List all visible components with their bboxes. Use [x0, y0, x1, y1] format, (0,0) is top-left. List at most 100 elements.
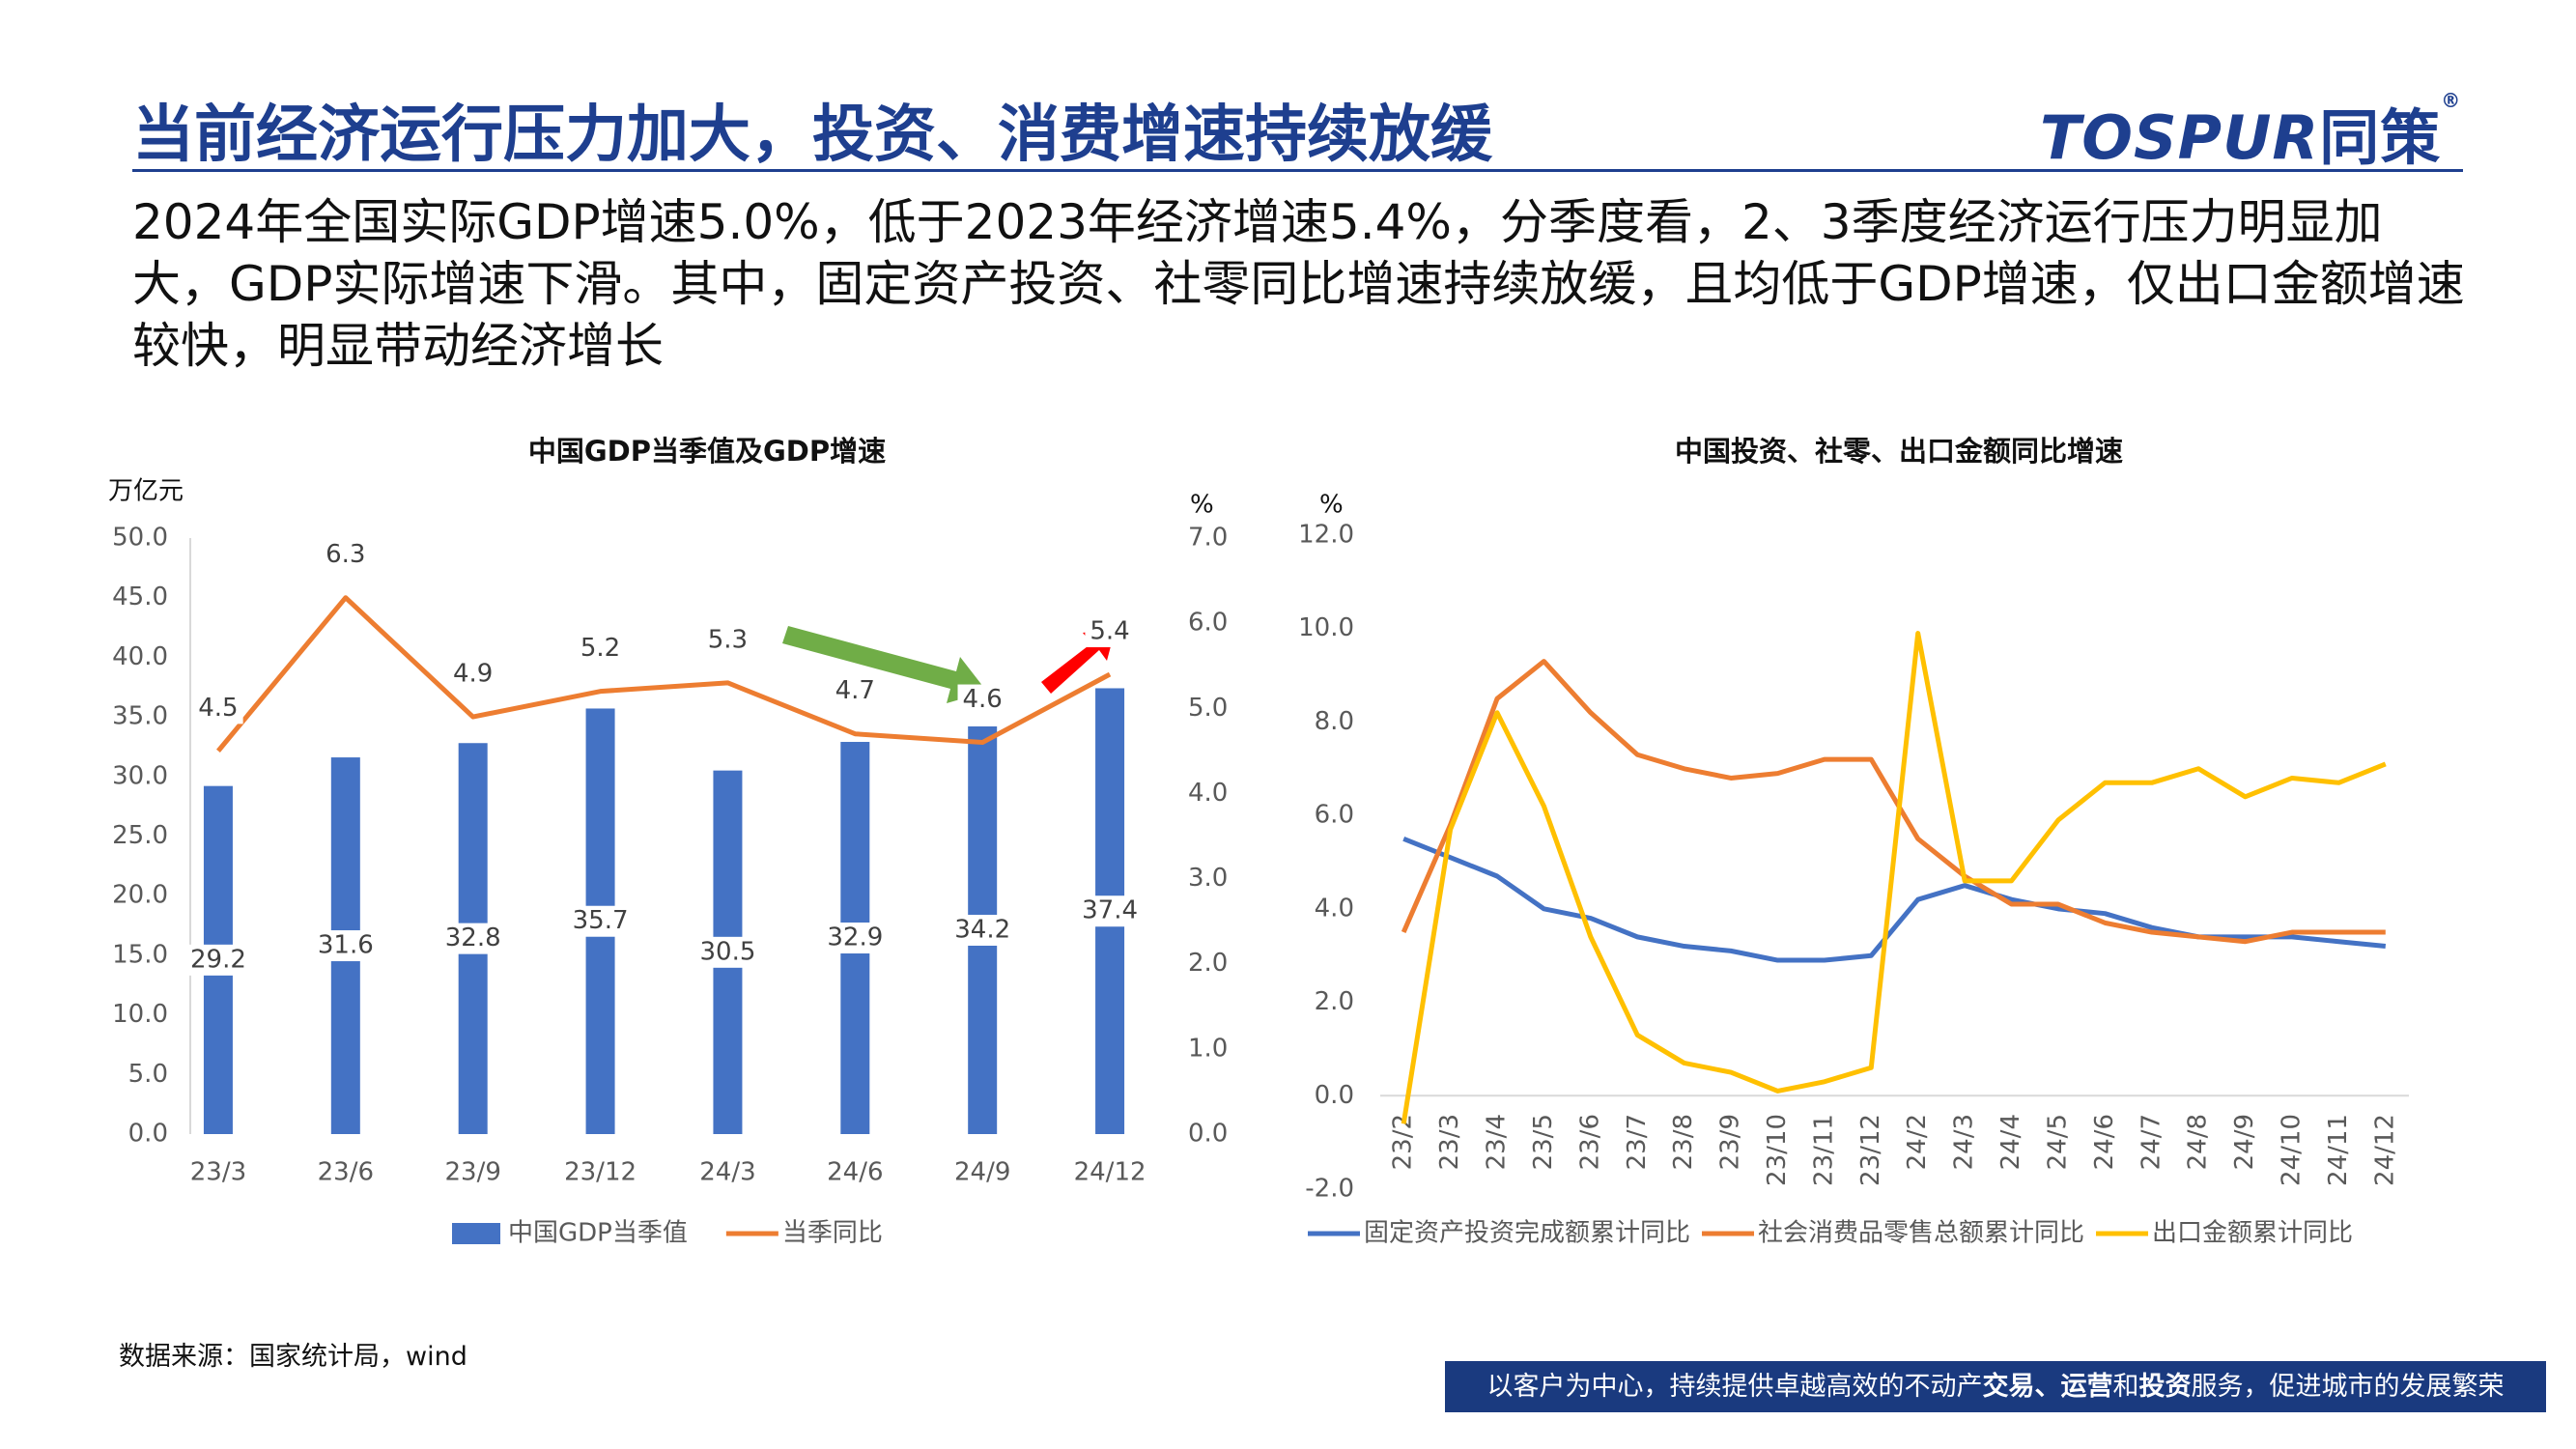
data-label-bg — [1077, 895, 1144, 927]
y-tick-label: 35.0 — [112, 702, 168, 731]
y-tick-label: 0.0 — [1315, 1081, 1354, 1110]
footer-text: 服务，促进城市的发展繁荣 — [2191, 1372, 2505, 1402]
y-tick-label: 12.0 — [1298, 521, 1354, 550]
data-label: 6.3 — [326, 540, 365, 569]
x-tick-label: 24/12 — [2370, 1114, 2399, 1186]
y-tick-label: 10.0 — [1298, 613, 1354, 642]
y-tick-label: 5.0 — [128, 1060, 168, 1089]
data-label-bg — [694, 936, 761, 968]
data-label-bg — [312, 930, 379, 962]
x-tick-label: 24/6 — [827, 1158, 883, 1187]
x-tick-label: 23/4 — [1483, 1114, 1512, 1170]
legend-label: 中国GDP当季值 — [508, 1219, 688, 1248]
data-label: 5.3 — [708, 625, 748, 654]
x-tick-label: 23/8 — [1669, 1114, 1698, 1170]
y-axis-label: % — [1319, 491, 1344, 520]
line-series — [1401, 631, 2387, 1124]
x-tick-label: 24/5 — [2043, 1114, 2072, 1170]
y-tick-label: 45.0 — [112, 582, 168, 611]
y-tick-label: 40.0 — [112, 642, 168, 671]
logo-mark: ® — [2441, 89, 2462, 112]
legend-swatch — [452, 1223, 500, 1244]
data-label-bg — [822, 923, 889, 954]
x-tick-label: 24/4 — [1996, 1114, 2025, 1170]
y-tick-label: 20.0 — [112, 881, 168, 910]
y-tick-label: -2.0 — [1305, 1175, 1354, 1204]
trend-arrow-down — [782, 626, 987, 703]
data-label: 4.6 — [963, 685, 1003, 714]
y2-tick-label: 4.0 — [1188, 779, 1228, 808]
y2-axis-label: % — [1190, 491, 1214, 520]
data-label-bg — [448, 659, 498, 691]
data-label-bg — [949, 914, 1016, 946]
title-rule — [132, 169, 2463, 172]
logo-text: TOSPUR — [2040, 102, 2320, 173]
data-label-bg — [567, 905, 634, 937]
legend-label: 社会消费品零售总额累计同比 — [1758, 1219, 2084, 1248]
x-tick-label: 23/9 — [444, 1158, 500, 1187]
data-label-bg — [1085, 616, 1135, 648]
legend-label: 当季同比 — [782, 1219, 883, 1248]
data-label-bg — [439, 923, 506, 954]
y-tick-label: 10.0 — [112, 1000, 168, 1029]
data-label-bg — [830, 675, 880, 707]
data-label-bg — [321, 539, 371, 571]
x-tick-label: 24/7 — [2137, 1114, 2166, 1170]
y2-tick-label: 1.0 — [1188, 1034, 1228, 1063]
y-axis-label: 万亿元 — [108, 477, 184, 506]
y-tick-label: 15.0 — [112, 940, 168, 969]
y2-tick-label: 5.0 — [1188, 694, 1228, 723]
data-label: 5.4 — [1090, 617, 1129, 646]
x-tick-label: 24/2 — [1903, 1114, 1932, 1170]
footer-text: 投资 — [2138, 1372, 2192, 1402]
x-tick-label: 24/9 — [954, 1158, 1010, 1187]
data-label: 31.6 — [318, 931, 374, 960]
x-tick-label: 24/9 — [2230, 1114, 2259, 1170]
data-label: 32.9 — [827, 923, 883, 952]
data-label: 32.8 — [445, 923, 501, 952]
y-tick-label: 2.0 — [1315, 987, 1354, 1016]
x-tick-label: 23/9 — [1716, 1114, 1745, 1170]
y2-tick-label: 0.0 — [1188, 1120, 1228, 1149]
body-text: 2024年全国实际GDP增速5.0%，低于2023年经济增速5.4%，分季度看，… — [132, 194, 2465, 374]
y2-tick-label: 6.0 — [1188, 609, 1228, 638]
line-series — [216, 595, 1112, 753]
x-tick-label: 23/3 — [190, 1158, 246, 1187]
x-tick-label: 24/3 — [699, 1158, 755, 1187]
x-tick-label: 24/8 — [2184, 1114, 2213, 1170]
footer-text: 交易、运营 — [1982, 1372, 2113, 1402]
y-tick-label: 30.0 — [112, 761, 168, 790]
y2-tick-label: 7.0 — [1188, 524, 1228, 553]
logo: TOSPUR同策® — [2040, 89, 2461, 176]
data-label: 4.9 — [453, 660, 493, 689]
chart-title: 中国投资、社零、出口金额同比增速 — [1675, 435, 2123, 468]
logo-cn: 同策 — [2319, 102, 2442, 173]
x-tick-label: 23/5 — [1529, 1114, 1558, 1170]
data-label-bg — [575, 633, 626, 665]
data-label-bg — [702, 624, 753, 656]
x-tick-label: 23/3 — [1435, 1114, 1464, 1170]
x-tick-label: 23/10 — [1763, 1114, 1792, 1186]
data-label: 35.7 — [573, 906, 629, 935]
x-tick-label: 24/11 — [2324, 1114, 2353, 1186]
data-label: 34.2 — [954, 915, 1010, 944]
y2-tick-label: 2.0 — [1188, 949, 1228, 978]
source-note: 数据来源：国家统计局，wind — [119, 1342, 467, 1372]
footer-text: 以客户为中心，持续提供卓越高效的不动产 — [1486, 1372, 1983, 1402]
y-tick-label: 8.0 — [1315, 707, 1354, 736]
x-tick-label: 24/12 — [1074, 1158, 1146, 1187]
data-label: 4.5 — [198, 694, 238, 723]
x-tick-label: 23/6 — [318, 1158, 374, 1187]
footer-text: 和 — [2112, 1372, 2139, 1402]
y-tick-label: 0.0 — [128, 1120, 168, 1149]
slide-title: 当前经济运行压力加大，投资、消费增速持续放缓 — [132, 99, 1492, 171]
y-tick-label: 50.0 — [112, 524, 168, 553]
legend-label: 出口金额累计同比 — [2152, 1219, 2353, 1248]
y-tick-label: 6.0 — [1315, 801, 1354, 830]
chart-title: 中国GDP当季值及GDP增速 — [528, 435, 886, 468]
data-label: 37.4 — [1082, 896, 1138, 925]
data-label: 5.2 — [580, 634, 620, 663]
x-tick-label: 23/12 — [564, 1158, 637, 1187]
